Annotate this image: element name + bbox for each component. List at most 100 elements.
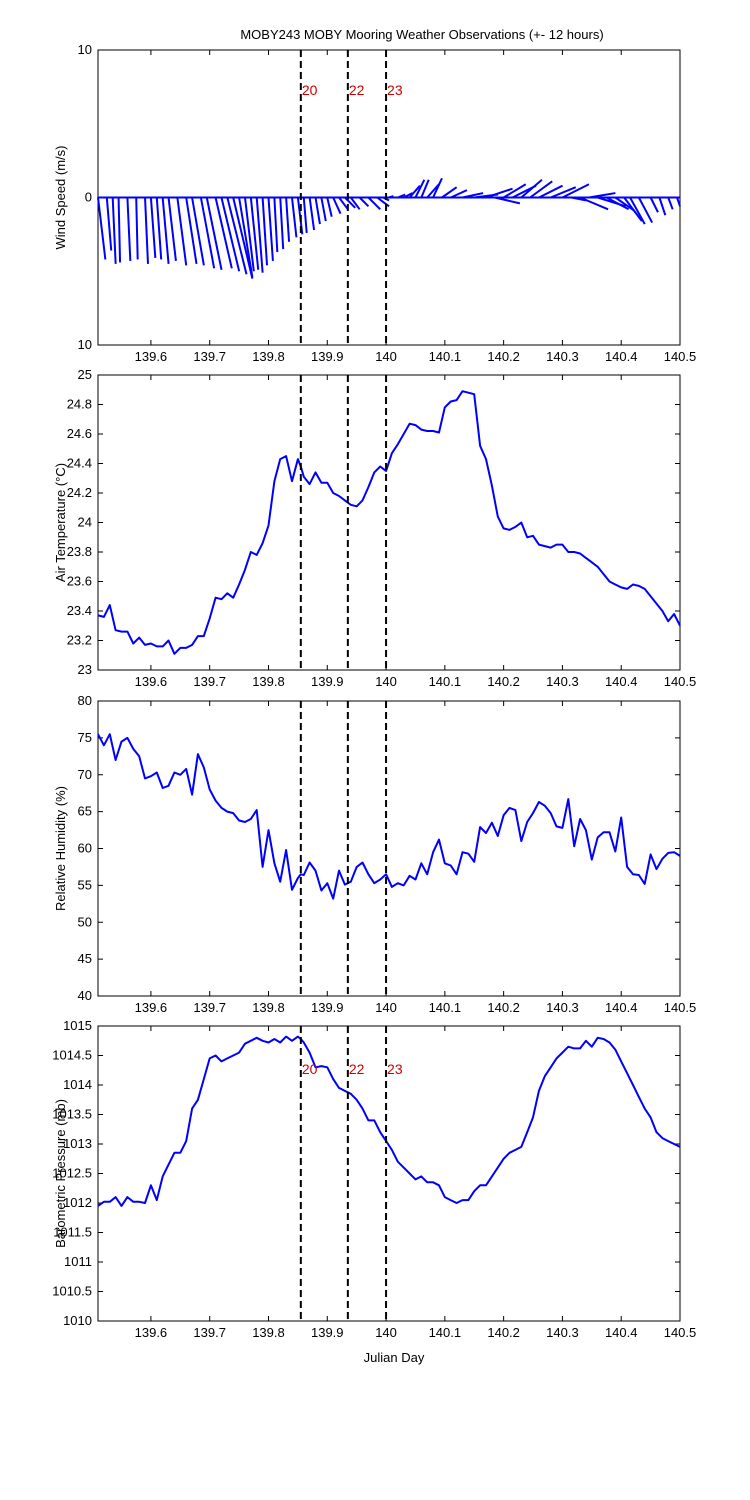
wind-vector	[285, 197, 291, 242]
wind-vector	[291, 197, 298, 238]
x-tick-label: 139.8	[252, 349, 285, 364]
series-line	[97, 390, 681, 655]
wind-vector	[199, 197, 216, 269]
panel-frame	[97, 700, 681, 997]
wind-vector	[243, 197, 255, 272]
wind-vector	[214, 197, 233, 269]
x-tick-label: 139.7	[193, 1325, 226, 1340]
wind-vector	[167, 197, 177, 262]
wind-vector	[629, 197, 646, 225]
wind-vector	[450, 189, 468, 199]
wind-vector	[485, 187, 513, 199]
panel-frame	[97, 374, 681, 671]
x-tick-label: 140.3	[546, 1000, 579, 1015]
wind-vector	[226, 197, 248, 275]
wind-vector	[308, 197, 316, 231]
wind-vector	[144, 197, 149, 264]
y-tick-label: 1015	[63, 1018, 92, 1033]
x-tick-label: 139.8	[252, 1000, 285, 1015]
wind-vector	[432, 177, 443, 198]
y-tick-label: 10	[78, 42, 92, 57]
wind-vector	[267, 197, 274, 261]
wind-vector	[538, 184, 563, 199]
marker-label: 20	[302, 82, 318, 98]
x-tick-label: 140	[375, 1000, 397, 1015]
y-tick-label: 1012	[63, 1195, 92, 1210]
x-tick-label: 140.5	[664, 349, 697, 364]
x-tick-label: 140.4	[605, 1000, 638, 1015]
wind-vector	[420, 179, 430, 198]
x-tick-label: 140.3	[546, 349, 579, 364]
wind-vector	[676, 197, 681, 207]
wind-vector	[623, 196, 643, 222]
y-tick-label: 1012.5	[52, 1166, 92, 1181]
wind-vector	[320, 197, 327, 222]
y-tick-label: 1011	[64, 1254, 92, 1269]
x-tick-label: 140.4	[605, 349, 638, 364]
wind-vector	[338, 196, 349, 210]
x-tick-label: 139.9	[311, 349, 344, 364]
y-tick-label: 45	[78, 951, 92, 966]
wind-vector	[255, 197, 264, 273]
y-tick-label: 24.2	[67, 485, 92, 500]
marker-label: 20	[302, 1061, 318, 1077]
wind-vector	[426, 183, 440, 199]
y-tick-label: 23.4	[67, 603, 92, 618]
wind-vector	[658, 197, 667, 216]
marker-label: 23	[387, 1061, 403, 1077]
x-tick-label: 140.2	[487, 674, 520, 689]
y-tick-label: 24.4	[67, 456, 92, 471]
y-tick-label: 23.6	[67, 574, 92, 589]
x-tick-label: 140.1	[429, 1000, 462, 1015]
x-tick-label: 139.6	[135, 349, 168, 364]
wind-vector	[403, 192, 413, 199]
wind-vector	[105, 197, 113, 251]
wind-vector	[176, 197, 188, 266]
y-tick-label: 55	[78, 877, 92, 892]
panel-3: 40 45 50 55 60 65 70 75 80 139.6 139.7 139.8 139.9 14…	[53, 693, 696, 1015]
wind-vector	[637, 197, 654, 224]
y-tick-label: 1013	[63, 1136, 92, 1151]
x-tick-label: 140.3	[546, 674, 579, 689]
wind-vector	[135, 197, 139, 260]
wind-vector	[326, 197, 333, 217]
y-tick-label: 24.8	[67, 397, 92, 412]
x-tick-label: 139.9	[311, 1325, 344, 1340]
y-tick-label: 1010.5	[52, 1284, 92, 1299]
x-tick-label: 140.4	[605, 674, 638, 689]
wind-vector	[367, 196, 381, 211]
x-tick-label: 140	[375, 674, 397, 689]
x-tick-label: 139.6	[135, 674, 168, 689]
y-tick-label: 1013.5	[52, 1107, 92, 1122]
marker-label: 22	[349, 1061, 365, 1077]
x-tick-label: 139.8	[252, 1325, 285, 1340]
x-tick-label: 139.6	[135, 1000, 168, 1015]
y-axis-label: Wind Speed (m/s)	[53, 145, 68, 249]
x-tick-label: 140.1	[429, 349, 462, 364]
wind-vector	[273, 197, 279, 253]
y-tick-label: 1014	[63, 1077, 92, 1092]
y-tick-label: 80	[78, 693, 92, 708]
y-tick-label: 23.8	[67, 544, 92, 559]
wind-vector	[667, 197, 674, 210]
wind-vector	[649, 197, 659, 213]
wind-vector	[579, 196, 609, 211]
wind-vector	[606, 196, 630, 211]
x-tick-label: 140.5	[664, 1325, 697, 1340]
x-tick-label: 140.2	[487, 1000, 520, 1015]
x-tick-label: 140.1	[429, 674, 462, 689]
wind-vector	[155, 197, 163, 260]
x-tick-label: 139.9	[311, 674, 344, 689]
wind-vector	[191, 197, 205, 266]
y-axis-label: Air Temperature (°C)	[53, 463, 68, 582]
wind-vector	[314, 197, 321, 225]
y-tick-label: 1014.5	[52, 1048, 92, 1063]
y-tick-label: 23	[78, 662, 92, 677]
wind-vector	[494, 196, 521, 205]
wind-vector	[550, 186, 577, 199]
panel-4: 1010 1010.5 1011 1011.5 1012 1012.5 1013 1013.5…	[52, 1018, 696, 1340]
y-axis-label: Barometric Pressure (mb)	[53, 1099, 68, 1248]
x-axis-label: Julian Day	[364, 1350, 425, 1365]
wind-vector	[205, 197, 223, 270]
y-tick-label: 65	[78, 804, 92, 819]
